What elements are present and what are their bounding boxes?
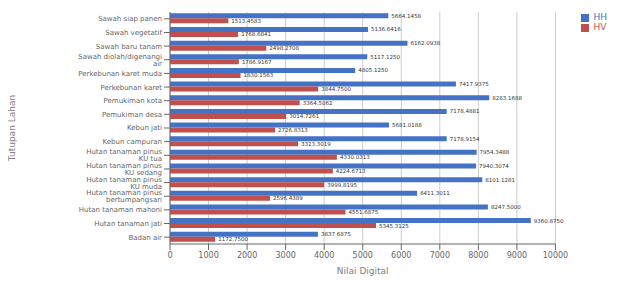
svg-text:1513.4583: 1513.4583 xyxy=(231,18,261,24)
svg-text:1768.6841: 1768.6841 xyxy=(241,31,271,37)
svg-text:9360.8750: 9360.8750 xyxy=(534,218,564,224)
svg-text:Kebun campuran: Kebun campuran xyxy=(102,138,162,146)
svg-text:5664.1458: 5664.1458 xyxy=(391,13,421,19)
svg-text:8247.5000: 8247.5000 xyxy=(491,204,521,210)
svg-text:7954.3488: 7954.3488 xyxy=(480,149,510,155)
svg-text:Tutupan Lahan: Tutupan Lahan xyxy=(8,95,17,162)
svg-text:3323.3019: 3323.3019 xyxy=(301,141,331,147)
svg-text:5681.0188: 5681.0188 xyxy=(392,122,422,128)
svg-text:3837.6875: 3837.6875 xyxy=(321,231,351,237)
svg-text:0: 0 xyxy=(167,251,172,260)
svg-text:4000: 4000 xyxy=(314,251,334,260)
svg-text:Hutan tanaman mahoni: Hutan tanaman mahoni xyxy=(79,206,162,214)
svg-text:7178.9154: 7178.9154 xyxy=(450,136,480,142)
svg-text:Pemukiman kota: Pemukiman kota xyxy=(104,97,162,105)
svg-text:2498.2708: 2498.2708 xyxy=(269,45,299,51)
svg-text:3844.7500: 3844.7500 xyxy=(321,86,351,92)
svg-text:5136.6416: 5136.6416 xyxy=(371,26,401,32)
svg-text:3014.7261: 3014.7261 xyxy=(289,113,319,119)
html-text:KU muda: KU muda xyxy=(130,182,162,191)
svg-text:8283.1688: 8283.1688 xyxy=(492,95,522,101)
svg-text:Nilai Digital: Nilai Digital xyxy=(337,266,389,276)
svg-text:Kebun jati: Kebun jati xyxy=(127,124,162,132)
svg-text:7417.9375: 7417.9375 xyxy=(459,81,489,87)
html-text:HH: HH xyxy=(593,12,607,22)
svg-text:9000: 9000 xyxy=(507,251,527,260)
svg-text:Perkebunan karet: Perkebunan karet xyxy=(100,84,162,92)
svg-text:2596.4389: 2596.4389 xyxy=(273,195,303,201)
svg-text:7000: 7000 xyxy=(430,251,450,260)
svg-text:8000: 8000 xyxy=(468,251,488,260)
html-text:KU tua: KU tua xyxy=(138,155,162,164)
svg-text:6162.0938: 6162.0938 xyxy=(411,40,441,46)
svg-text:7178.4881: 7178.4881 xyxy=(450,108,480,114)
html-text:Hutan tanaman pinus: Hutan tanaman pinus xyxy=(86,175,162,184)
svg-text:1000: 1000 xyxy=(198,251,218,260)
svg-text:Hutan tanaman jati: Hutan tanaman jati xyxy=(94,220,162,228)
svg-text:7940.3074: 7940.3074 xyxy=(479,163,509,169)
html-text:Hutan tanaman pinus: Hutan tanaman pinus xyxy=(86,161,162,170)
svg-text:3999.8195: 3999.8195 xyxy=(327,182,357,188)
svg-text:1786.9167: 1786.9167 xyxy=(242,59,272,65)
svg-text:Pemukiman desa: Pemukiman desa xyxy=(102,111,162,119)
svg-text:4551.6875: 4551.6875 xyxy=(348,209,378,215)
svg-text:1172.7500: 1172.7500 xyxy=(218,236,248,242)
html-text:KU sedang: KU sedang xyxy=(124,168,162,177)
svg-text:1830.1563: 1830.1563 xyxy=(244,72,274,78)
svg-text:2726.8313: 2726.8313 xyxy=(278,127,308,133)
svg-text:Sawah vegetatif: Sawah vegetatif xyxy=(105,29,162,37)
svg-text:Hutan tanaman pinusbertumpangs: Hutan tanaman pinusbertumpangsari xyxy=(86,189,162,204)
svg-text:5345.3125: 5345.3125 xyxy=(379,223,409,229)
html-text:HV: HV xyxy=(593,22,607,32)
svg-text:10000: 10000 xyxy=(543,251,568,260)
svg-text:Badan air: Badan air xyxy=(128,234,162,242)
svg-text:6411.3011: 6411.3011 xyxy=(420,190,450,196)
svg-text:8101.1281: 8101.1281 xyxy=(485,177,515,183)
svg-text:3364.5062: 3364.5062 xyxy=(303,100,333,106)
svg-text:5117.1250: 5117.1250 xyxy=(370,54,400,60)
svg-text:4330.0313: 4330.0313 xyxy=(340,154,370,160)
svg-text:2000: 2000 xyxy=(237,251,257,260)
svg-text:4805.1250: 4805.1250 xyxy=(358,67,388,73)
svg-text:4224.6713: 4224.6713 xyxy=(336,168,366,174)
svg-text:Sawah diolah/digenangiair: Sawah diolah/digenangiair xyxy=(78,53,162,68)
svg-text:6000: 6000 xyxy=(391,251,411,260)
svg-text:3000: 3000 xyxy=(275,251,295,260)
svg-text:Sawah baru tanam: Sawah baru tanam xyxy=(96,43,162,51)
svg-text:Sawah siap panen: Sawah siap panen xyxy=(98,15,162,23)
svg-text:Perkebunan karet muda: Perkebunan karet muda xyxy=(78,70,162,78)
html-text:Hutan tanaman pinus: Hutan tanaman pinus xyxy=(86,148,162,157)
svg-text:5000: 5000 xyxy=(353,251,373,260)
